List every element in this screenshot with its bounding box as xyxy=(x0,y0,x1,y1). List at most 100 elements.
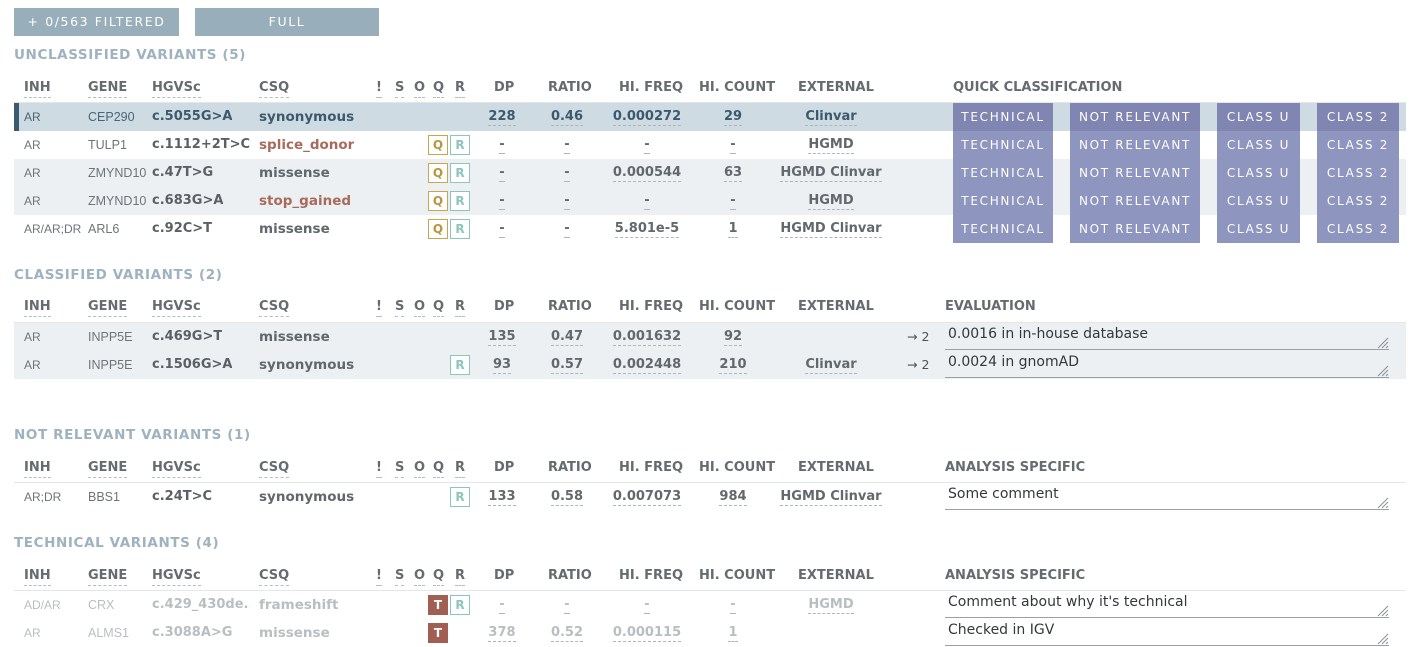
analysis-comment-textarea[interactable]: Checked in IGV xyxy=(945,621,1389,646)
table-row[interactable]: AR CEP290 c.5055G>A synonymous 228 0.46 … xyxy=(14,103,1406,131)
col-hi-freq[interactable]: HI. FREQ xyxy=(619,80,684,95)
col-r[interactable]: R xyxy=(455,299,466,317)
dp-cell[interactable]: 135 xyxy=(488,329,516,346)
col-hi-count[interactable]: HI. COUNT xyxy=(699,460,776,475)
col-external[interactable]: EXTERNAL xyxy=(798,460,874,475)
hi-count-cell[interactable]: 1 xyxy=(728,221,738,238)
col-hgvsc[interactable]: HGVSc xyxy=(152,460,201,478)
ratio-cell[interactable]: - xyxy=(564,221,570,238)
col-s[interactable]: S xyxy=(395,460,405,478)
col-r[interactable]: R xyxy=(455,460,466,478)
table-row[interactable]: AD/AR CRX c.429_430de... frameshift T R … xyxy=(14,591,1406,619)
technical-button[interactable]: TECHNICAL xyxy=(953,215,1053,243)
col-s[interactable]: S xyxy=(395,299,405,317)
technical-button[interactable]: TECHNICAL xyxy=(953,103,1053,131)
dp-cell[interactable]: - xyxy=(499,193,505,210)
col-s[interactable]: S xyxy=(395,80,405,98)
col-external[interactable]: EXTERNAL xyxy=(798,80,874,95)
dp-cell[interactable]: - xyxy=(499,137,505,154)
col-hi-freq[interactable]: HI. FREQ xyxy=(619,299,684,314)
external-cell[interactable]: HGMD Clinvar xyxy=(780,165,882,182)
table-row[interactable]: AR INPP5E c.469G>T missense 135 0.47 0.0… xyxy=(14,323,1406,351)
external-cell[interactable]: HGMD xyxy=(808,193,854,210)
ratio-cell[interactable]: - xyxy=(564,597,570,614)
col-dp[interactable]: DP xyxy=(494,460,515,475)
technical-button[interactable]: TECHNICAL xyxy=(953,187,1053,215)
class-2-button[interactable]: CLASS 2 xyxy=(1317,159,1399,187)
col-inh[interactable]: INH xyxy=(24,568,51,586)
col-r[interactable]: R xyxy=(455,80,466,98)
class-u-button[interactable]: CLASS U xyxy=(1217,187,1300,215)
col-q[interactable]: Q xyxy=(433,460,445,478)
col-hi-count[interactable]: HI. COUNT xyxy=(699,299,776,314)
col-hgvsc[interactable]: HGVSc xyxy=(152,299,201,317)
hi-freq-cell[interactable]: 0.002448 xyxy=(612,357,682,374)
external-cell[interactable]: HGMD xyxy=(808,597,854,614)
table-row[interactable]: AR ZMYND10 c.683G>A stop_gained Q R - - … xyxy=(14,187,1406,215)
hi-freq-cell[interactable]: 5.801e-5 xyxy=(614,221,680,238)
hi-freq-cell[interactable]: 0.001632 xyxy=(612,329,682,346)
col-r[interactable]: R xyxy=(455,568,466,586)
hi-count-cell[interactable]: 92 xyxy=(723,329,743,346)
hi-count-cell[interactable]: - xyxy=(730,137,736,154)
table-row[interactable]: AR;DR BBS1 c.24T>C synonymous R 133 0.58… xyxy=(14,483,1406,511)
evaluation-textarea[interactable]: 0.0024 in gnomAD xyxy=(945,353,1389,378)
filtered-count-button[interactable]: + 0/563 FILTERED xyxy=(14,8,179,36)
col-inh[interactable]: INH xyxy=(24,460,51,478)
table-row[interactable]: AR TULP1 c.1112+2T>C splice_donor Q R - … xyxy=(14,131,1406,159)
not-relevant-button[interactable]: NOT RELEVANT xyxy=(1070,159,1200,187)
r-flag[interactable]: R xyxy=(450,163,470,183)
col-hi-freq[interactable]: HI. FREQ xyxy=(619,460,684,475)
resize-grip-icon[interactable] xyxy=(1375,603,1389,617)
class-u-button[interactable]: CLASS U xyxy=(1217,159,1300,187)
hi-count-cell[interactable]: 210 xyxy=(719,357,747,374)
col-gene[interactable]: GENE xyxy=(88,80,128,98)
full-classification-button[interactable]: FULL CLASSIFICATION xyxy=(195,8,379,57)
analysis-comment-textarea[interactable]: Some comment xyxy=(945,485,1389,510)
hi-freq-cell[interactable]: - xyxy=(644,193,650,210)
hi-count-cell[interactable]: 29 xyxy=(723,109,743,126)
col-excl[interactable]: ! xyxy=(376,80,382,98)
col-ratio[interactable]: RATIO xyxy=(548,568,592,583)
hi-count-cell[interactable]: - xyxy=(730,597,736,614)
dp-cell[interactable]: 378 xyxy=(488,625,516,642)
dp-cell[interactable]: 93 xyxy=(492,357,512,374)
resize-grip-icon[interactable] xyxy=(1375,631,1389,645)
col-external[interactable]: EXTERNAL xyxy=(798,299,874,314)
col-gene[interactable]: GENE xyxy=(88,299,128,317)
dp-cell[interactable]: - xyxy=(499,221,505,238)
hi-freq-cell[interactable]: - xyxy=(644,137,650,154)
ratio-cell[interactable]: 0.58 xyxy=(550,489,584,506)
technical-button[interactable]: TECHNICAL xyxy=(953,159,1053,187)
col-hgvsc[interactable]: HGVSc xyxy=(152,80,201,98)
class-u-button[interactable]: CLASS U xyxy=(1217,131,1300,159)
table-row[interactable]: AR ALMS1 c.3088A>G missense T 378 0.52 0… xyxy=(14,619,1406,647)
col-hgvsc[interactable]: HGVSc xyxy=(152,568,201,586)
col-dp[interactable]: DP xyxy=(494,299,515,314)
not-relevant-button[interactable]: NOT RELEVANT xyxy=(1070,187,1200,215)
technical-button[interactable]: TECHNICAL xyxy=(953,131,1053,159)
evaluation-textarea[interactable]: 0.0016 in in-house database xyxy=(945,325,1389,350)
col-o[interactable]: O xyxy=(414,460,426,478)
col-s[interactable]: S xyxy=(395,568,405,586)
ratio-cell[interactable]: 0.46 xyxy=(550,109,584,126)
r-flag[interactable]: R xyxy=(450,595,470,615)
col-external[interactable]: EXTERNAL xyxy=(798,568,874,583)
dp-cell[interactable]: - xyxy=(499,165,505,182)
col-inh[interactable]: INH xyxy=(24,299,51,317)
technical-flag[interactable]: T xyxy=(428,595,448,615)
class-u-button[interactable]: CLASS U xyxy=(1217,215,1300,243)
external-cell[interactable]: Clinvar xyxy=(805,109,857,126)
r-flag[interactable]: R xyxy=(450,355,470,375)
col-q[interactable]: Q xyxy=(433,568,445,586)
class-2-button[interactable]: CLASS 2 xyxy=(1317,215,1399,243)
hi-freq-cell[interactable]: 0.007073 xyxy=(612,489,682,506)
ratio-cell[interactable]: - xyxy=(564,137,570,154)
dp-cell[interactable]: 228 xyxy=(488,109,516,126)
r-flag[interactable]: R xyxy=(450,191,470,211)
col-ratio[interactable]: RATIO xyxy=(548,299,592,314)
col-csq[interactable]: CSQ xyxy=(259,299,290,317)
class-2-button[interactable]: CLASS 2 xyxy=(1317,131,1399,159)
col-hi-freq[interactable]: HI. FREQ xyxy=(619,568,684,583)
q-flag[interactable]: Q xyxy=(428,163,448,183)
